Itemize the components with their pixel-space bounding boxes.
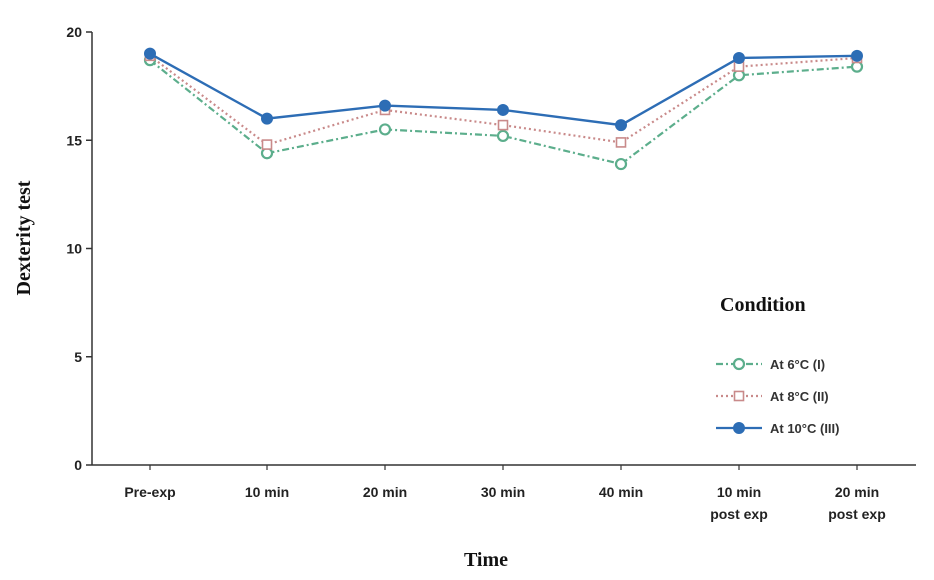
legend-items: At 6°C (I) At 8°C (II) At 10°C (III) bbox=[716, 357, 839, 436]
data-point bbox=[615, 119, 627, 132]
y-ticks: 0 5 10 15 20 bbox=[66, 24, 92, 473]
data-point bbox=[497, 119, 509, 131]
series bbox=[143, 47, 864, 171]
x-tick-label: 30 min bbox=[481, 484, 525, 500]
data-point bbox=[261, 112, 273, 125]
y-tick-label: 10 bbox=[66, 241, 82, 257]
legend-item: At 8°C (II) bbox=[716, 389, 829, 404]
data-point bbox=[496, 129, 510, 143]
x-tick-label: Pre-exp bbox=[124, 484, 175, 500]
data-point bbox=[261, 139, 273, 150]
legend-label: At 8°C (II) bbox=[770, 389, 829, 404]
series-line-1 bbox=[143, 54, 864, 171]
y-tick-label: 20 bbox=[66, 24, 82, 40]
x-tick-label: post exp bbox=[828, 506, 886, 522]
legend-label: At 6°C (I) bbox=[770, 357, 825, 372]
data-point bbox=[144, 47, 156, 60]
data-point bbox=[851, 49, 863, 62]
x-ticks: Pre-exp 10 min 20 min 30 min 40 min 10 min pos… bbox=[124, 465, 886, 522]
data-point bbox=[379, 99, 391, 112]
series-line-3 bbox=[144, 47, 863, 132]
data-point bbox=[733, 51, 745, 64]
x-tick-label: 20 min bbox=[363, 484, 407, 500]
data-point bbox=[614, 157, 628, 171]
data-point bbox=[497, 103, 509, 116]
legend-title: Condition bbox=[720, 294, 806, 316]
x-axis-title: Time bbox=[464, 549, 508, 571]
legend-label: At 10°C (III) bbox=[770, 421, 839, 436]
legend-item: At 10°C (III) bbox=[716, 421, 839, 436]
data-point bbox=[732, 357, 746, 371]
data-point bbox=[733, 422, 745, 434]
x-tick-label: 10 min bbox=[245, 484, 289, 500]
y-axis-title: Dexterity test bbox=[13, 180, 35, 295]
y-tick-label: 5 bbox=[74, 349, 82, 365]
x-tick-label: 20 min bbox=[835, 484, 879, 500]
x-tick-label: 40 min bbox=[599, 484, 643, 500]
data-point bbox=[733, 390, 745, 402]
data-point bbox=[378, 123, 392, 136]
x-tick-label: 10 min bbox=[717, 484, 761, 500]
y-tick-label: 15 bbox=[66, 132, 82, 148]
x-tick-label: post exp bbox=[710, 506, 768, 522]
legend: Condition At 6°C (I) At 8°C (II) At 10°C (… bbox=[716, 294, 839, 436]
legend-item: At 6°C (I) bbox=[716, 357, 825, 372]
data-point bbox=[615, 137, 627, 148]
y-tick-label: 0 bbox=[74, 457, 82, 473]
